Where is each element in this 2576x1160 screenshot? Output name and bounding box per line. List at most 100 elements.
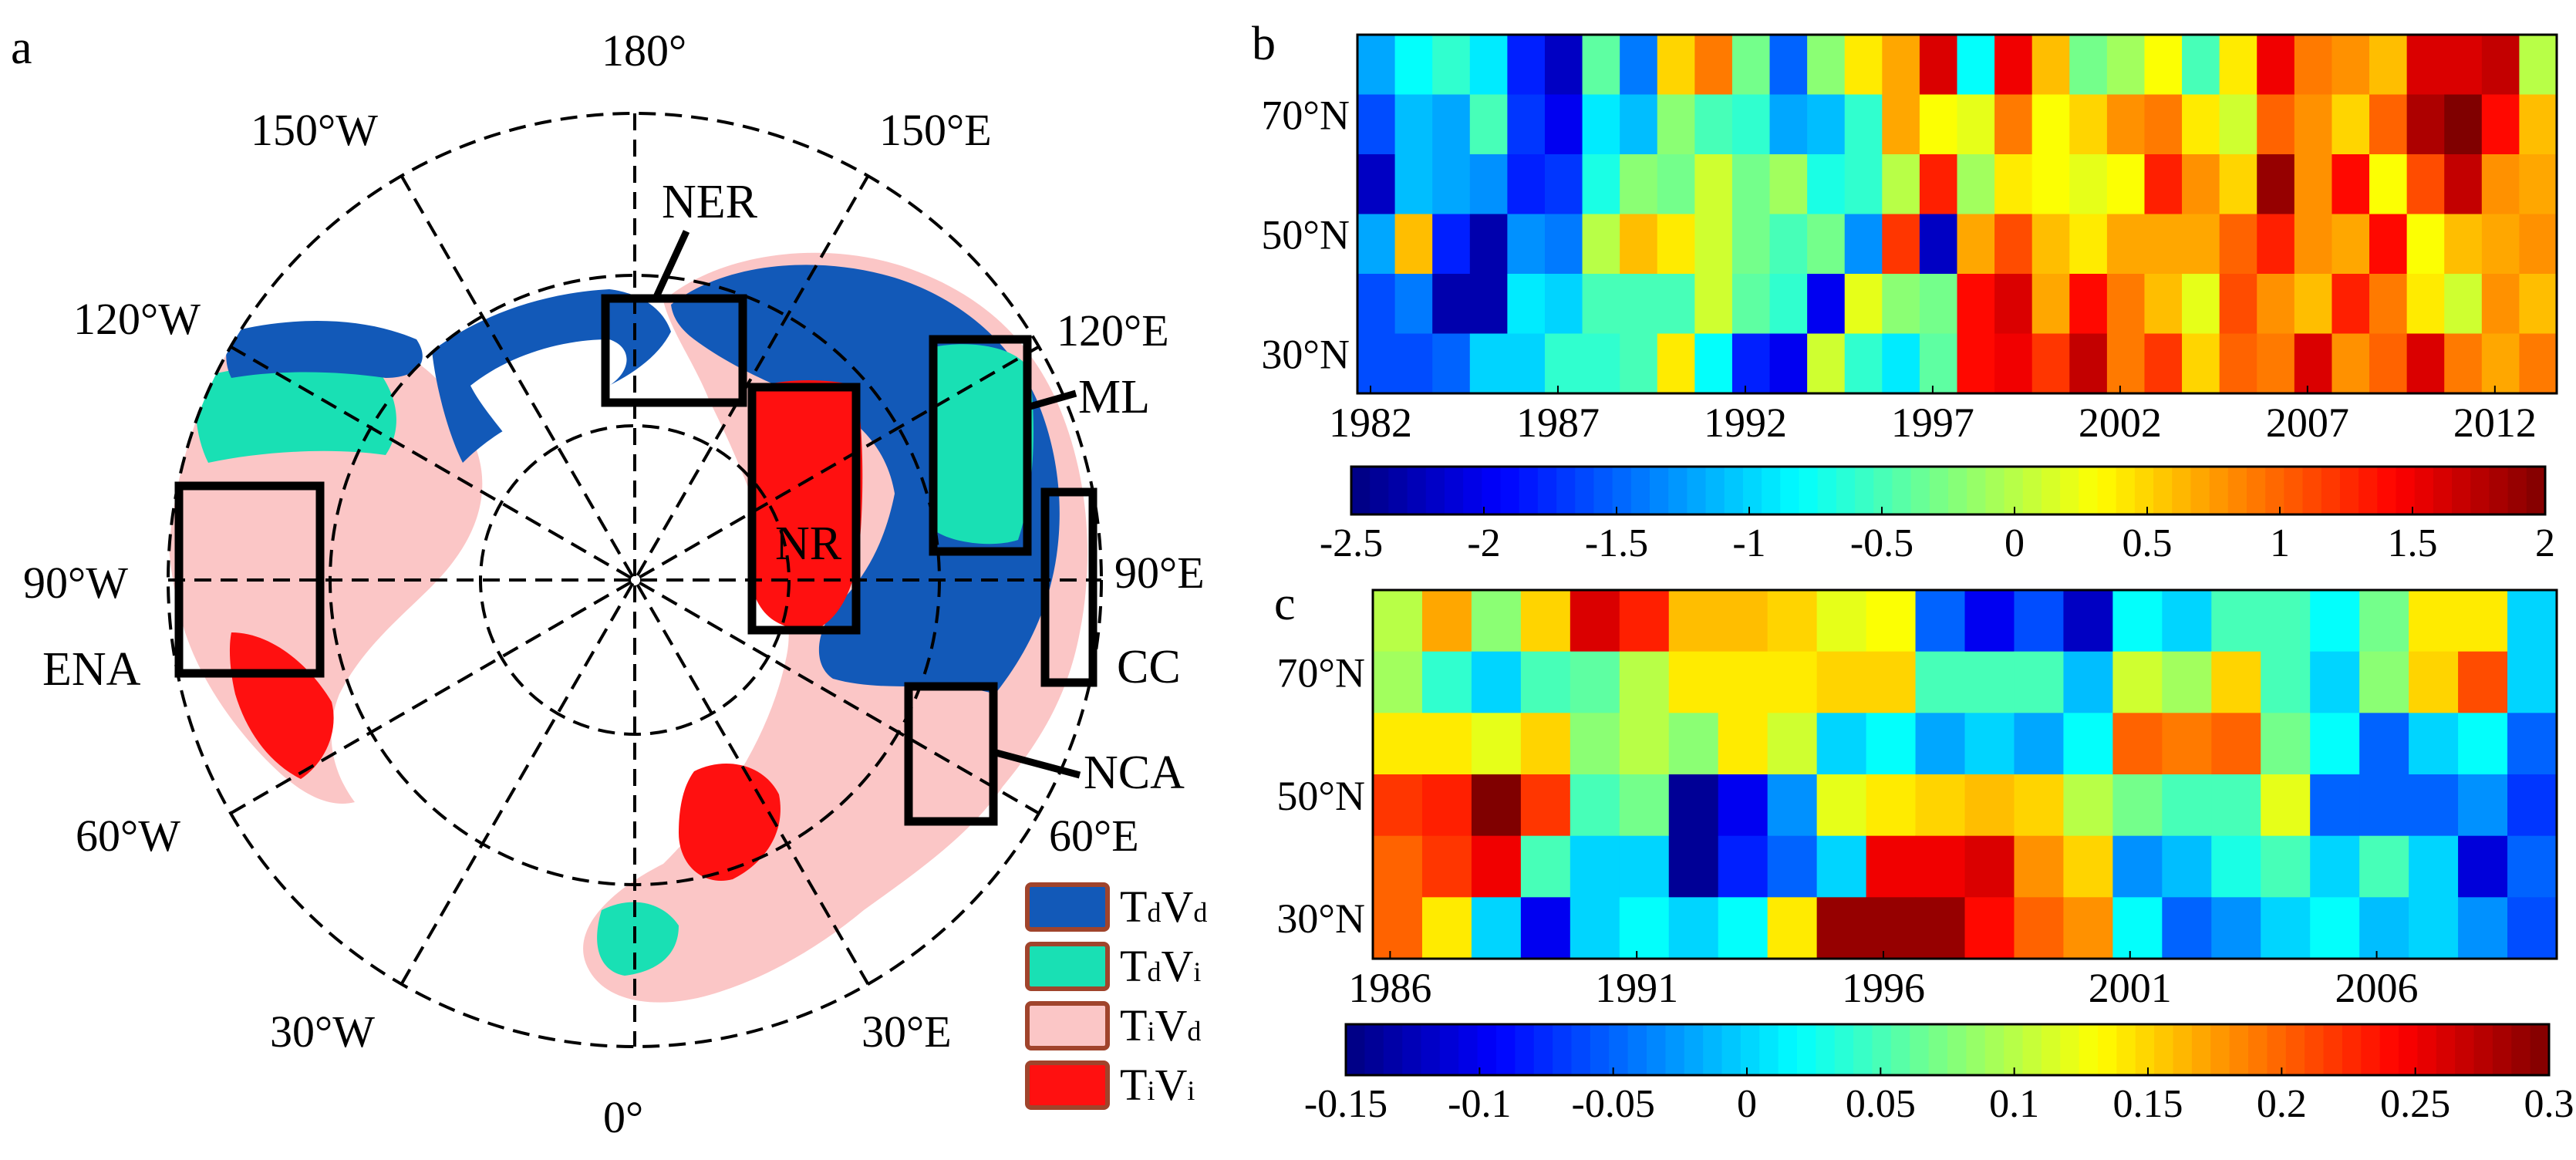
heatmap-cell (2162, 651, 2212, 713)
region-label-ena: ENA (42, 643, 141, 696)
heatmap-cell (1471, 590, 1522, 652)
colorbar-tick-label: 0.2 (2257, 1082, 2307, 1126)
heatmap-cell (1694, 154, 1733, 215)
heatmap-cell (2144, 214, 2183, 275)
heatmap-cell (1668, 713, 1719, 775)
colorbar-swatch (2041, 1024, 2061, 1075)
colorbar-swatch (1609, 1024, 1629, 1075)
heatmap-cell (1421, 774, 1472, 837)
colorbar-swatch (1740, 1024, 1760, 1075)
heatmap-cell (1570, 713, 1620, 775)
heatmap-cell (2406, 214, 2445, 275)
colorbar-swatch (1439, 1024, 1459, 1075)
heatmap-cell (1769, 94, 1808, 155)
colorbar-tick-label: 0.1 (1989, 1082, 2039, 1126)
heatmap-cell (1964, 651, 2015, 713)
colorbar-swatch (1364, 1024, 1384, 1075)
heatmap-cell (1919, 154, 1958, 215)
colorbar-swatch (2452, 467, 2471, 514)
heatmap-cell (1620, 35, 1658, 96)
heatmap-cell (2106, 333, 2146, 394)
heatmap-cell (2112, 835, 2163, 898)
heatmap-cell (1866, 590, 1917, 652)
colorbar-swatch (2210, 1024, 2230, 1075)
na-cyan-band (195, 363, 396, 463)
colorbar-swatch (1872, 1024, 1892, 1075)
heatmap-cell (1544, 154, 1583, 215)
heatmap-cell (1866, 651, 1917, 713)
heatmap-cell (2219, 274, 2257, 335)
heatmap-cell (1357, 333, 1396, 394)
heatmap-cell (1471, 774, 1522, 837)
leader-ner (652, 230, 690, 300)
colorbar-swatch (1762, 467, 1781, 514)
heatmap-cell (1421, 651, 1472, 713)
heatmap-cell (1507, 214, 1546, 275)
heatmap-panel-c: c 1986 1991 1996 2001 2006 70°N 50°N 30°N -0.1… (1274, 578, 2574, 1126)
heatmap-cell (1994, 35, 2033, 96)
heatmap-cell (1694, 35, 1733, 96)
heatmap-cell (1915, 590, 1966, 652)
heatmap-cell (2294, 154, 2333, 215)
colorbar-swatch (1612, 467, 1632, 514)
heatmap-cell (2219, 94, 2257, 155)
heatmap-cell (1957, 333, 1995, 394)
heatmap-cell (1957, 154, 1995, 215)
colorbar-swatch (1817, 467, 1837, 514)
heatmap-cell (1694, 94, 1733, 155)
panel-b-label: b (1252, 18, 1276, 70)
heatmap-cell (1915, 897, 1966, 959)
heatmap-cell (1816, 651, 1867, 713)
heatmap-cell (1421, 713, 1472, 775)
colorbar-swatch (2191, 1024, 2211, 1075)
heatmap-cell (1394, 214, 1433, 275)
heatmap-cell (2069, 274, 2108, 335)
heatmap-cell (2106, 35, 2146, 96)
heatmap-cell (1620, 214, 1658, 275)
heatmap-cell (2444, 94, 2483, 155)
heatmap-cell (1694, 333, 1733, 394)
heatmap-cell (1957, 35, 1995, 96)
heatmap-cell (2507, 897, 2557, 959)
heatmap-cell (1469, 274, 1508, 335)
heatmap-cell (1394, 274, 1433, 335)
heatmap-cell (2014, 835, 2065, 898)
colorbar-swatch (2417, 1024, 2437, 1075)
lon-label-180: 180° (602, 25, 686, 76)
heatmap-cell (1994, 154, 2033, 215)
heatmap-cell (1769, 35, 1808, 96)
heatmap-cell (1421, 897, 1472, 959)
heatmap-cell (1915, 774, 1966, 837)
heatmap-cell (2144, 333, 2183, 394)
colorbar-tick-label: 1 (2270, 521, 2290, 565)
heatmap-cell (1816, 713, 1867, 775)
heatmap-cell (2211, 897, 2261, 959)
heatmap-cell (1582, 94, 1620, 155)
colorbar-swatch (1836, 467, 1856, 514)
heatmap-cell (1582, 35, 1620, 96)
heatmap-cell (1767, 713, 1818, 775)
heatmap-cell (2406, 274, 2445, 335)
heatmap-cell (2063, 897, 2113, 959)
colorbar-swatch (1444, 467, 1464, 514)
colorbar-swatch (2154, 1024, 2174, 1075)
legend-label: TiVi (1120, 1060, 1195, 1110)
heatmap-cell (2112, 713, 2163, 775)
colorbar-tick-label: 1.5 (2388, 521, 2438, 565)
colorbar-swatch (2229, 1024, 2249, 1075)
heatmap-cell (1421, 835, 1472, 898)
heatmap-panel-b: b 1982 1987 1992 1997 2002 2007 2012 70°N 50°N 3… (1252, 18, 2558, 565)
colorbar-swatch (1590, 1024, 1610, 1075)
heatmap-cell (1657, 94, 1695, 155)
lon-label-60w: 60°W (76, 811, 180, 861)
heatmap-cell (2332, 154, 2370, 215)
heatmap-cell (1844, 214, 1883, 275)
region-box-ner (601, 294, 747, 407)
heatmap-cell (2261, 713, 2311, 775)
heatmap-cell (2014, 713, 2065, 775)
y-tick-label: 30°N (1276, 895, 1365, 942)
heatmap-cell (1731, 35, 1771, 96)
x-tick-label: 2006 (2335, 965, 2419, 1011)
heatmap-cell (1844, 333, 1883, 394)
colorbar-swatch (1553, 1024, 1573, 1075)
